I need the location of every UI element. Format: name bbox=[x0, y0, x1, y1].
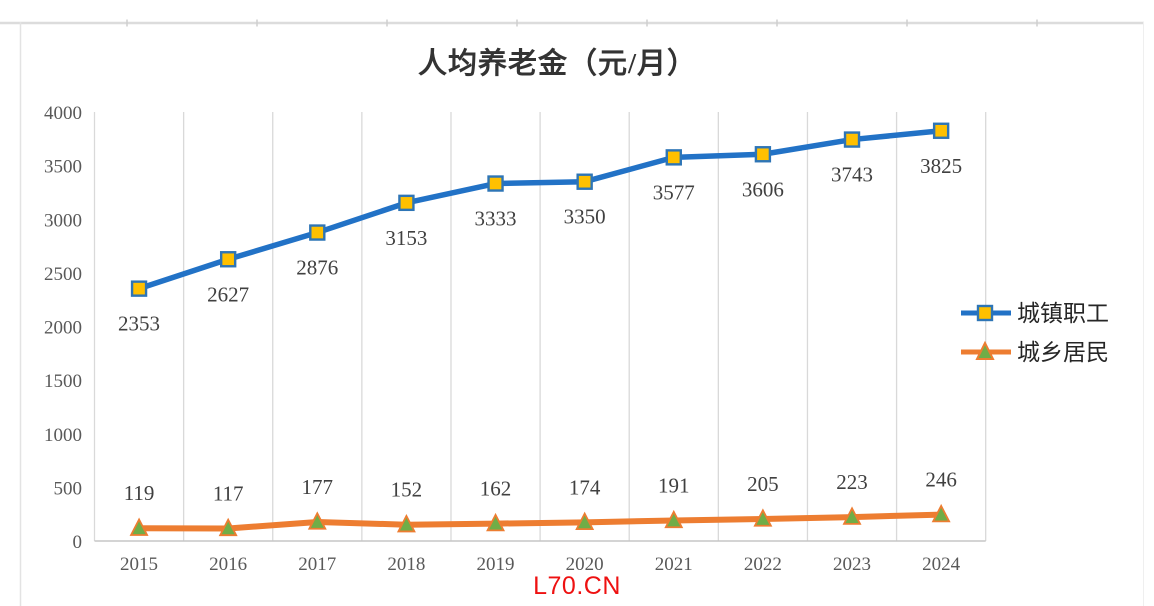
data-label: 246 bbox=[925, 468, 957, 492]
y-axis-label: 0 bbox=[73, 532, 83, 553]
x-axis-label: 2017 bbox=[298, 554, 336, 575]
data-point-marker[interactable] bbox=[842, 506, 862, 525]
data-point-marker[interactable] bbox=[129, 517, 149, 536]
data-point-marker[interactable] bbox=[665, 149, 682, 166]
x-axis-label: 2018 bbox=[387, 554, 425, 575]
y-axis-label: 1500 bbox=[44, 371, 82, 392]
data-label: 174 bbox=[569, 475, 601, 499]
x-axis-label: 2023 bbox=[833, 554, 871, 575]
series-line-城镇职工[interactable] bbox=[136, 128, 944, 292]
data-label: 119 bbox=[124, 481, 155, 505]
y-axis-label: 3500 bbox=[44, 157, 82, 178]
x-axis-label: 2016 bbox=[209, 554, 247, 575]
y-axis-label: 500 bbox=[54, 478, 83, 499]
data-point-marker[interactable] bbox=[753, 508, 773, 527]
y-axis-label: 1000 bbox=[44, 425, 82, 446]
data-point-marker[interactable] bbox=[309, 224, 326, 241]
x-axis-label: 2021 bbox=[655, 554, 693, 575]
legend-label: 城镇职工 bbox=[1017, 300, 1109, 326]
legend-item-urban-workers[interactable]: 城镇职工 bbox=[960, 299, 1109, 327]
data-label: 2876 bbox=[296, 256, 338, 280]
data-label: 3825 bbox=[920, 154, 962, 178]
x-axis-label: 2022 bbox=[744, 554, 782, 575]
data-label: 152 bbox=[391, 478, 423, 502]
y-axis-label: 2500 bbox=[44, 264, 82, 285]
data-label: 205 bbox=[747, 472, 779, 496]
legend-line-triangle-icon bbox=[961, 340, 1011, 360]
series-line-城乡居民[interactable] bbox=[136, 511, 945, 532]
data-label: 3350 bbox=[564, 205, 606, 229]
data-point-marker[interactable] bbox=[843, 131, 861, 148]
data-point-marker[interactable] bbox=[754, 146, 772, 163]
data-label: 3743 bbox=[831, 163, 873, 187]
x-axis-label: 2019 bbox=[477, 554, 515, 575]
legend-item-rural-residents[interactable]: 城乡居民 bbox=[960, 338, 1109, 366]
legend-line-square-icon bbox=[961, 304, 1011, 322]
data-point-marker[interactable] bbox=[398, 194, 415, 212]
data-point-marker[interactable] bbox=[219, 251, 237, 268]
x-axis-label: 2020 bbox=[566, 554, 604, 575]
data-point-marker[interactable] bbox=[307, 511, 327, 530]
data-point-marker[interactable] bbox=[486, 512, 506, 532]
x-axis-label: 2015 bbox=[120, 554, 158, 575]
data-label: 3153 bbox=[385, 226, 427, 250]
data-label: 2627 bbox=[207, 282, 249, 306]
chart-title: 人均养老金（元/月） bbox=[417, 48, 698, 80]
y-axis-label: 2000 bbox=[44, 318, 82, 339]
data-label: 3606 bbox=[742, 177, 784, 201]
legend[interactable]: 城镇职工 城乡居民 bbox=[960, 299, 1109, 366]
data-point-marker[interactable] bbox=[932, 122, 950, 139]
data-label: 177 bbox=[302, 475, 334, 499]
data-point-marker[interactable] bbox=[218, 517, 238, 537]
data-point-marker[interactable] bbox=[487, 175, 504, 192]
data-point-marker[interactable] bbox=[576, 173, 593, 190]
data-label: 2353 bbox=[118, 312, 160, 336]
data-label: 223 bbox=[836, 470, 868, 494]
x-axis-label: 2024 bbox=[922, 554, 961, 575]
data-point-marker[interactable] bbox=[130, 280, 148, 297]
data-label: 162 bbox=[480, 477, 512, 501]
data-point-marker[interactable] bbox=[575, 511, 595, 530]
data-point-marker[interactable] bbox=[664, 509, 684, 529]
data-label: 3577 bbox=[653, 180, 695, 204]
watermark: L70.CN bbox=[533, 572, 621, 600]
data-label: 191 bbox=[658, 474, 690, 498]
legend-label: 城乡居民 bbox=[1017, 339, 1109, 365]
data-point-marker[interactable] bbox=[396, 514, 416, 533]
data-point-marker[interactable] bbox=[931, 503, 951, 523]
data-label: 117 bbox=[213, 481, 244, 505]
y-axis-label: 3000 bbox=[44, 210, 82, 231]
data-label: 3333 bbox=[475, 207, 517, 231]
y-axis-label: 4000 bbox=[44, 103, 82, 124]
